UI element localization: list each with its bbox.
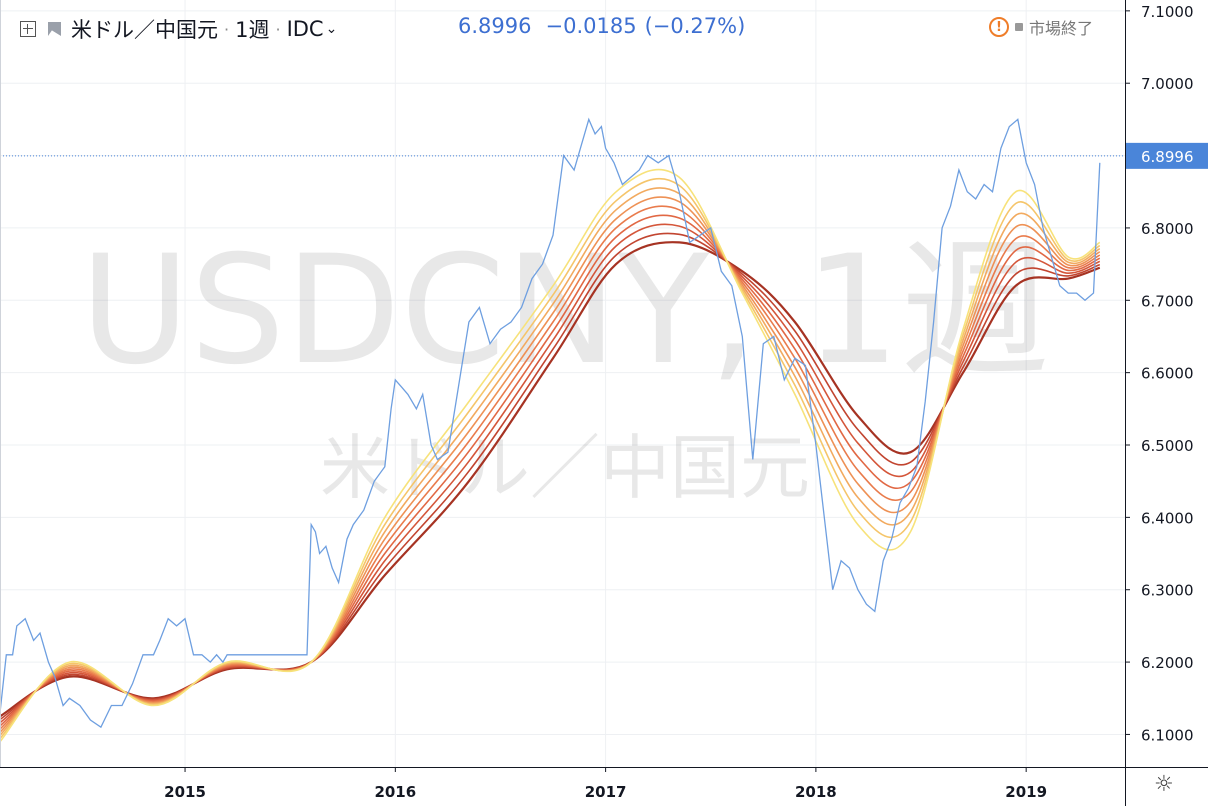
separator: · (224, 19, 230, 39)
y-tick-label: 6.2000 (1141, 654, 1194, 672)
y-tick-label: 6.4000 (1141, 509, 1194, 527)
last-price-label-box (1126, 142, 1208, 169)
y-tick-label: 6.6000 (1141, 365, 1194, 383)
symbol-legend[interactable]: 米ドル／中国元 · 1週 · IDC ⌄ (20, 14, 337, 44)
last-price: 6.8996 (458, 14, 532, 38)
settings-sun-icon[interactable]: ☼ (1154, 772, 1174, 797)
price-change-percent: (−0.27%) (644, 14, 746, 38)
expand-icon[interactable] (20, 21, 36, 37)
x-tick-label: 2017 (585, 783, 627, 801)
price-change: −0.0185 (545, 14, 637, 38)
ma-line (0, 223, 1101, 724)
x-tick-label: 2018 (795, 783, 837, 801)
source-label[interactable]: IDC (286, 17, 324, 41)
ma-ribbon (0, 168, 1101, 743)
x-tick-label: 2016 (374, 783, 416, 801)
symbol-flag-icon (48, 22, 61, 36)
last-price-label: 6.8996 (1141, 148, 1194, 166)
x-tick-label: 2019 (1005, 783, 1047, 801)
price-line (0, 117, 1101, 729)
interval-label[interactable]: 1週 (235, 18, 270, 42)
ma-line (0, 196, 1101, 733)
y-tick-label: 6.7000 (1141, 292, 1194, 310)
ma-line (0, 168, 1101, 743)
x-tick-label: 2015 (164, 783, 206, 801)
y-tick-label: 6.8000 (1141, 220, 1194, 238)
chart-header: 米ドル／中国元 · 1週 · IDC ⌄ 6.8996 −0.0185 (−0.… (0, 0, 1125, 60)
ma-line (0, 187, 1101, 736)
symbol-name[interactable]: 米ドル／中国元 (71, 18, 218, 42)
ma-line (0, 177, 1101, 740)
market-closed-icon (1015, 23, 1023, 31)
separator: · (275, 19, 281, 39)
y-tick-label: 7.1000 (1141, 3, 1194, 21)
watermark-description: 米ドル／中国元 (320, 427, 810, 509)
chevron-down-icon[interactable]: ⌄ (325, 21, 338, 37)
price-values: 6.8996 −0.0185 (−0.27%) (458, 14, 745, 38)
ma-line (0, 232, 1101, 721)
ma-line (0, 205, 1101, 730)
market-status[interactable]: ! 市場終了 (989, 15, 1093, 39)
y-tick-label: 6.3000 (1141, 582, 1194, 600)
y-tick-label: 6.5000 (1141, 437, 1194, 455)
market-status-label: 市場終了 (1029, 19, 1094, 38)
y-tick-label: 6.1000 (1141, 726, 1194, 744)
warning-icon[interactable]: ! (989, 17, 1009, 37)
price-series (0, 117, 1125, 729)
ma-line (0, 214, 1101, 727)
y-tick-label: 7.0000 (1141, 75, 1194, 93)
